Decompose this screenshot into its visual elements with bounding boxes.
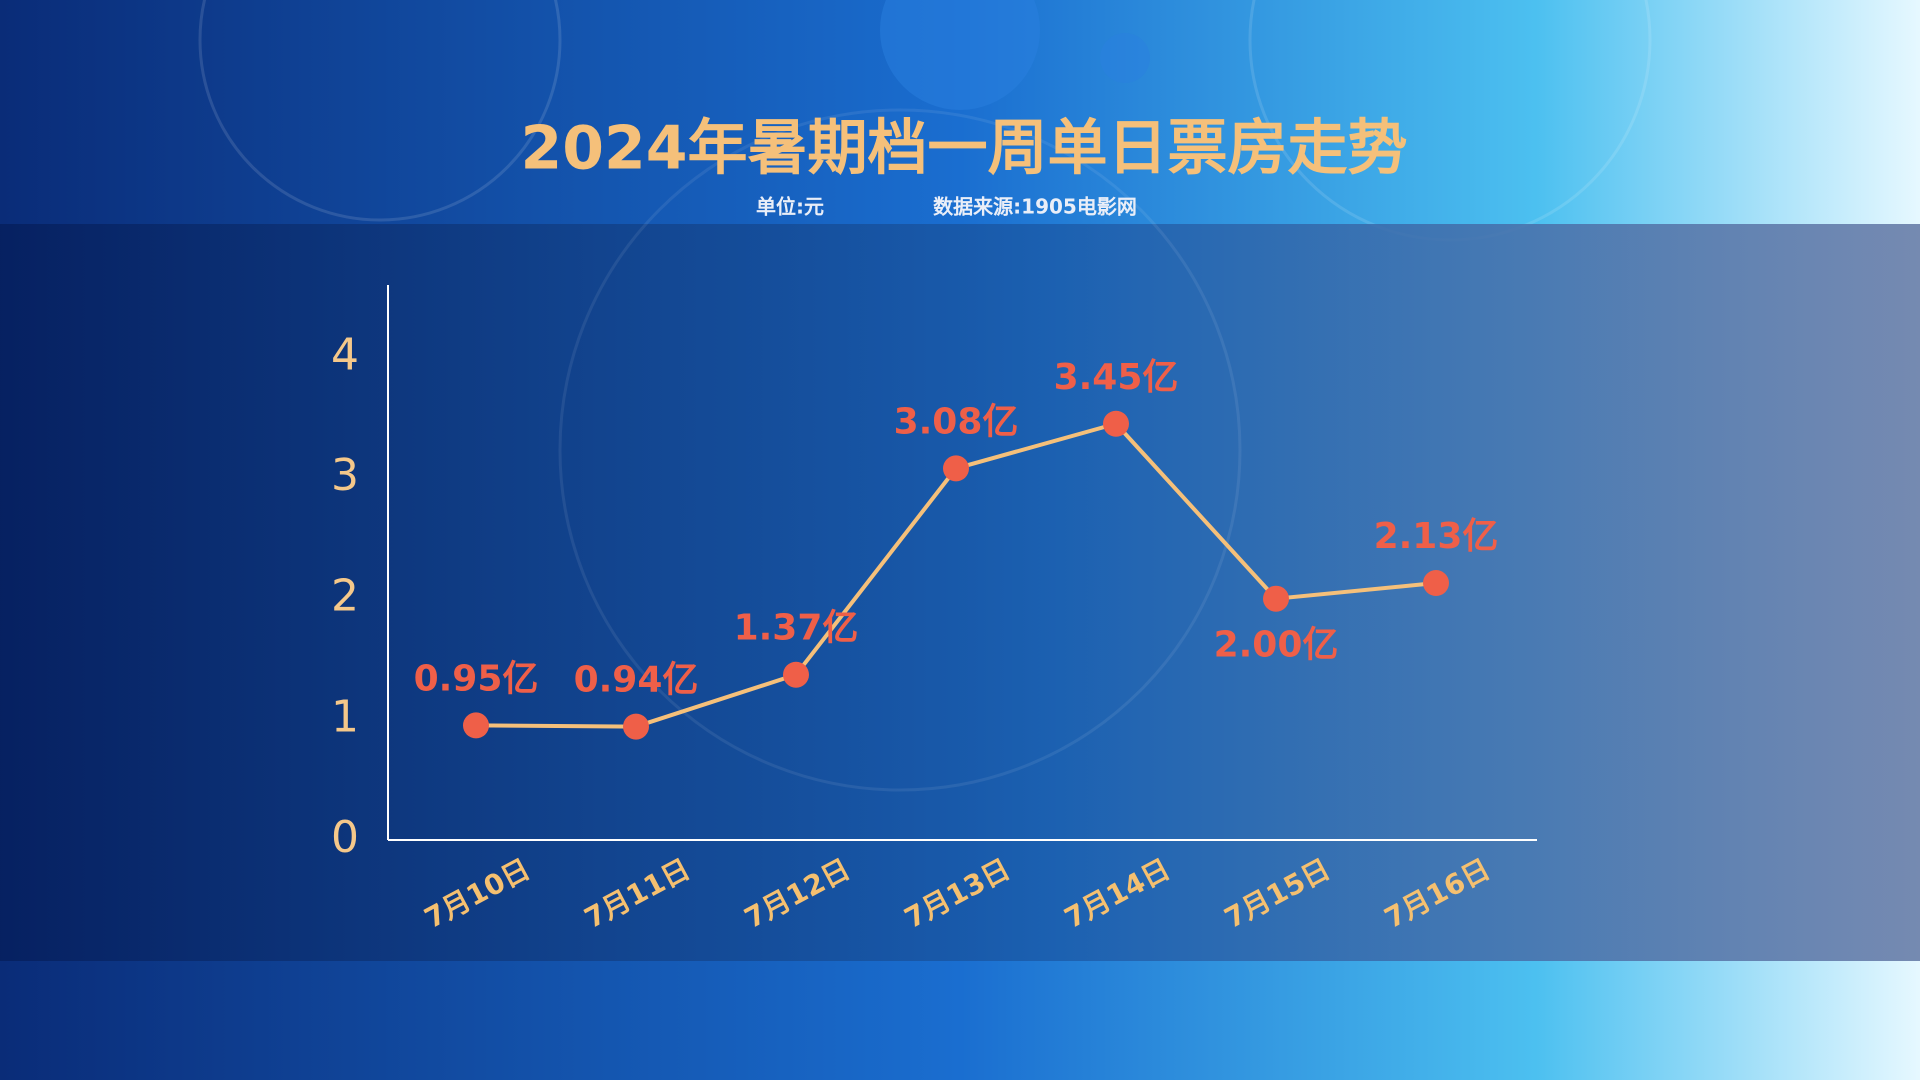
data-label: 1.37亿 (734, 608, 859, 649)
y-tick-label: 0 (331, 812, 359, 863)
marker (1103, 410, 1129, 437)
chart-title: 2024年暑期档一周单日票房走势 (521, 114, 1408, 184)
y-tick-label: 2 (331, 571, 359, 622)
data-label: 3.45亿 (1054, 357, 1179, 398)
decor (558, 108, 1242, 792)
marker (623, 713, 649, 740)
marker (783, 661, 809, 688)
decor (198, 0, 562, 222)
marker (943, 455, 969, 482)
y-tick-label: 3 (331, 450, 359, 501)
decor (880, 0, 1040, 110)
data-label: 0.95亿 (414, 658, 539, 699)
marker (1263, 585, 1289, 612)
data-label: 0.94亿 (574, 660, 699, 701)
data-label: 2.00亿 (1214, 625, 1339, 666)
marker (463, 712, 489, 739)
decor (1100, 33, 1150, 83)
subtitle: 单位:元 (756, 195, 824, 219)
y-tick-label: 4 (331, 329, 359, 380)
data-label: 2.13亿 (1374, 516, 1499, 557)
plot-band (0, 224, 1920, 961)
data-label: 3.08亿 (894, 401, 1019, 442)
subtitle: 数据来源:1905电影网 (933, 195, 1137, 219)
marker (1423, 570, 1449, 597)
y-tick-label: 1 (331, 691, 359, 742)
